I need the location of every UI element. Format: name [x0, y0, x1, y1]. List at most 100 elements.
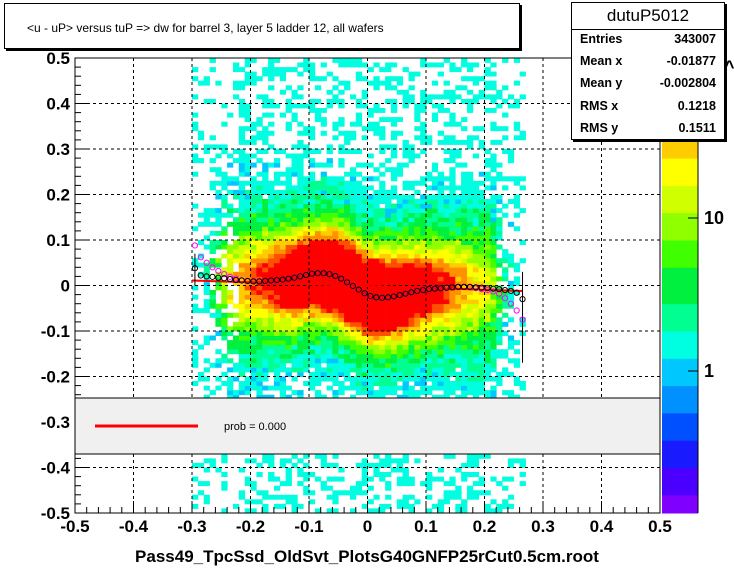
- heatmap-cell: [250, 71, 257, 77]
- heatmap-cell: [320, 108, 327, 113]
- x-tick-label: 0.5: [648, 517, 672, 536]
- heatmap-cell: [262, 203, 269, 209]
- heatmap-cell: [361, 89, 368, 95]
- heatmap-cell: [355, 344, 363, 350]
- heatmap-cell: [449, 244, 456, 250]
- heatmap-cell: [455, 226, 462, 232]
- heatmap-cell: [197, 462, 205, 468]
- heatmap-cell: [250, 385, 257, 391]
- color-scale-band: [662, 194, 698, 205]
- heatmap-cell: [344, 294, 351, 300]
- heatmap-cell: [320, 235, 327, 241]
- heatmap-cell: [478, 180, 485, 186]
- heatmap-cell: [367, 294, 374, 300]
- heatmap-cell: [420, 149, 427, 154]
- heatmap-cell: [431, 321, 439, 327]
- heatmap-cell: [431, 180, 439, 186]
- heatmap-cell: [408, 76, 415, 82]
- heatmap-cell: [320, 271, 327, 277]
- heatmap-cell: [273, 299, 281, 305]
- heatmap-cell: [355, 217, 363, 223]
- heatmap-cell: [507, 158, 515, 164]
- heatmap-cell: [209, 258, 216, 264]
- heatmap-cell: [309, 199, 316, 204]
- heatmap-cell: [361, 358, 368, 364]
- heatmap-cell: [361, 458, 368, 464]
- heatmap-cell: [414, 235, 421, 241]
- heatmap-cell: [256, 199, 263, 204]
- y-tick-label: -0.5: [41, 504, 70, 523]
- heatmap-cell: [455, 199, 462, 204]
- heatmap-cell: [338, 267, 345, 273]
- heatmap-cell: [262, 217, 269, 223]
- heatmap-cell: [519, 462, 526, 468]
- heatmap-cell: [431, 349, 439, 355]
- heatmap-cell: [385, 280, 392, 286]
- heatmap-cell: [314, 381, 322, 386]
- heatmap-cell: [303, 189, 310, 195]
- heatmap-cell: [309, 226, 316, 232]
- heatmap-cell: [426, 139, 433, 145]
- heatmap-cell: [367, 126, 374, 132]
- heatmap-cell: [303, 335, 310, 341]
- heatmap-cell: [273, 326, 281, 332]
- heatmap-cell: [320, 462, 327, 468]
- heatmap-cell: [338, 149, 345, 154]
- heatmap-cell: [238, 171, 246, 177]
- heatmap-cell: [256, 335, 263, 341]
- heatmap-cell: [484, 262, 491, 268]
- heatmap-cell: [338, 203, 345, 209]
- heatmap-cell: [484, 326, 491, 332]
- heatmap-cell: [320, 208, 327, 213]
- heatmap-cell: [314, 376, 322, 382]
- heatmap-cell: [478, 139, 485, 145]
- heatmap-cell: [367, 112, 374, 118]
- heatmap-cell: [379, 385, 386, 391]
- heatmap-cell: [320, 212, 327, 218]
- heatmap-cell: [314, 98, 322, 104]
- heatmap-cell: [344, 244, 351, 250]
- heatmap-cell: [414, 276, 421, 282]
- heatmap-cell: [385, 194, 392, 200]
- heatmap-cell: [379, 299, 386, 305]
- y-tick-label: 0: [61, 277, 70, 296]
- heatmap-cell: [478, 353, 485, 359]
- heatmap-cell: [256, 217, 263, 223]
- heatmap-cell: [414, 221, 421, 227]
- heatmap-cell: [355, 308, 363, 314]
- heatmap-cell: [332, 285, 339, 291]
- heatmap-cell: [472, 262, 480, 268]
- heatmap-cell: [215, 144, 222, 150]
- heatmap-cell: [238, 199, 246, 204]
- heatmap-cell: [502, 499, 509, 505]
- chart-title-box: <u - uP> versus tuP => dw for barrel 3, …: [4, 3, 520, 49]
- heatmap-cell: [467, 176, 474, 182]
- heatmap-cell: [484, 226, 491, 232]
- heatmap-cell: [227, 349, 234, 355]
- heatmap-cell: [268, 58, 275, 63]
- heatmap-cell: [431, 249, 439, 254]
- heatmap-cell: [472, 217, 480, 223]
- heatmap-cell: [467, 321, 474, 327]
- heatmap-cell: [215, 221, 222, 227]
- heatmap-cell: [326, 221, 333, 227]
- heatmap-cell: [408, 476, 415, 482]
- heatmap-cell: [396, 203, 403, 209]
- heatmap-cell: [484, 171, 491, 177]
- heatmap-cell: [461, 162, 468, 168]
- heatmap-cell: [455, 267, 462, 273]
- heatmap-cell: [303, 472, 310, 477]
- heatmap-cell: [350, 212, 357, 218]
- heatmap-cell: [478, 189, 485, 195]
- heatmap-cell: [332, 185, 339, 191]
- heatmap-cell: [197, 212, 205, 218]
- heatmap-cell: [238, 230, 246, 236]
- heatmap-cell: [303, 176, 310, 182]
- heatmap-cell: [414, 108, 421, 113]
- heatmap-cell: [250, 203, 257, 209]
- heatmap-cell: [256, 290, 263, 295]
- heatmap-cell: [350, 394, 357, 400]
- heatmap-cell: [379, 476, 386, 482]
- heatmap-cell: [233, 208, 240, 213]
- heatmap-cell: [256, 358, 263, 364]
